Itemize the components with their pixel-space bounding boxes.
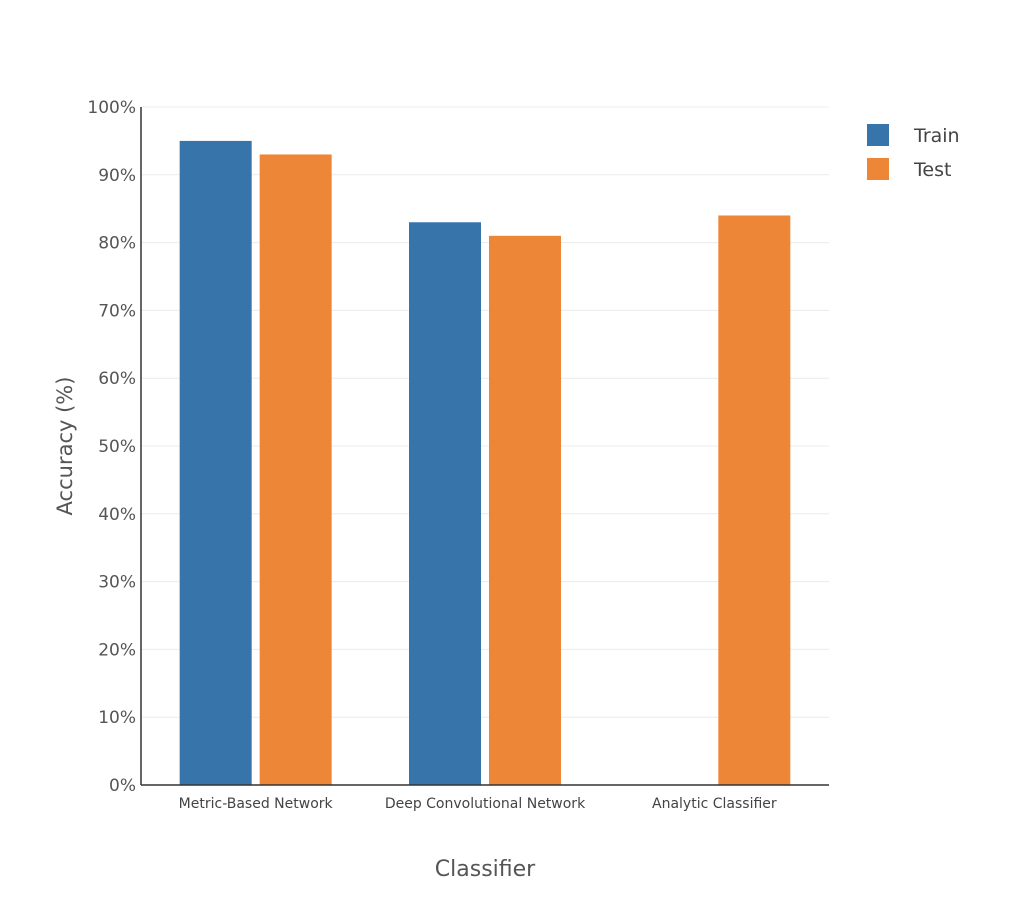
legend-swatch-test[interactable] xyxy=(867,158,889,180)
axes xyxy=(140,107,829,786)
legend-label-train[interactable]: Train xyxy=(913,125,960,147)
x-tick-labels: Metric-Based Network Deep Convolutional N… xyxy=(179,796,777,812)
x-tick-label: Deep Convolutional Network xyxy=(385,796,586,812)
y-tick-label: 50% xyxy=(98,437,136,457)
y-tick-label: 20% xyxy=(98,640,136,660)
bars xyxy=(179,140,791,786)
bar-test-0 xyxy=(259,154,332,785)
y-tick-label: 80% xyxy=(98,234,136,254)
y-tick-label: 60% xyxy=(98,369,136,389)
y-tick-label: 30% xyxy=(98,573,136,593)
y-tick-label: 100% xyxy=(87,98,136,118)
legend-swatch-train[interactable] xyxy=(867,124,889,146)
bar-test-1 xyxy=(489,235,561,785)
legend-label-test[interactable]: Test xyxy=(913,159,951,181)
y-tick-label: 10% xyxy=(98,708,136,728)
legend: Train Test xyxy=(867,124,960,181)
x-axis-label: Classifier xyxy=(435,857,536,882)
y-tick-label: 90% xyxy=(98,166,136,186)
bar-train-1 xyxy=(409,222,481,785)
y-tick-label: 40% xyxy=(98,505,136,525)
y-tick-label: 0% xyxy=(109,776,136,796)
x-tick-label: Metric-Based Network xyxy=(179,796,334,812)
x-tick-label: Analytic Classifier xyxy=(652,796,777,812)
bar-train-0 xyxy=(179,140,252,785)
bar-test-2 xyxy=(718,215,791,786)
y-tick-label: 70% xyxy=(98,301,136,321)
y-axis-label: Accuracy (%) xyxy=(53,377,77,516)
y-tick-labels: 0% 10% 20% 30% 40% 50% 60% 70% 80% 90% 100% xyxy=(87,98,136,796)
gridlines xyxy=(141,106,829,718)
